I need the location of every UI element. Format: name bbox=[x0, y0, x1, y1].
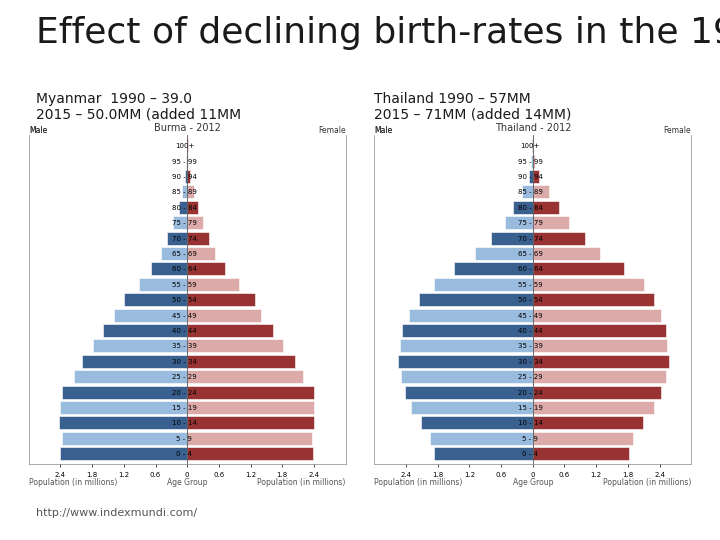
Bar bbox=[528, 170, 533, 183]
Text: Male: Male bbox=[374, 126, 392, 135]
Bar bbox=[167, 232, 187, 245]
Bar bbox=[533, 247, 600, 260]
Bar bbox=[187, 232, 210, 245]
Bar bbox=[187, 386, 314, 399]
Bar bbox=[187, 201, 198, 214]
Bar bbox=[513, 201, 533, 214]
Title: Thailand - 2012: Thailand - 2012 bbox=[495, 123, 571, 133]
Bar bbox=[60, 447, 187, 460]
Text: Age Group: Age Group bbox=[167, 478, 207, 487]
Bar bbox=[151, 262, 187, 275]
Bar bbox=[139, 278, 187, 291]
Bar bbox=[187, 185, 194, 199]
Bar bbox=[533, 308, 660, 322]
Bar bbox=[533, 370, 666, 383]
Bar bbox=[187, 170, 190, 183]
Bar bbox=[433, 278, 533, 291]
Bar bbox=[187, 154, 188, 168]
Bar bbox=[60, 401, 187, 414]
Bar bbox=[187, 278, 239, 291]
Bar bbox=[400, 339, 533, 353]
Bar bbox=[187, 355, 295, 368]
Text: Population (in millions): Population (in millions) bbox=[374, 478, 463, 487]
Text: Female: Female bbox=[318, 126, 346, 135]
Bar bbox=[505, 216, 533, 229]
Bar bbox=[187, 293, 255, 306]
Text: Female: Female bbox=[664, 126, 691, 135]
Bar bbox=[533, 324, 666, 337]
Bar bbox=[60, 416, 187, 429]
Bar bbox=[187, 370, 303, 383]
Text: Myanmar  1990 – 39.0
2015 – 50.0MM (added 11MM: Myanmar 1990 – 39.0 2015 – 50.0MM (added… bbox=[36, 92, 241, 122]
Bar bbox=[533, 232, 585, 245]
Bar bbox=[533, 278, 644, 291]
Text: Population (in millions): Population (in millions) bbox=[257, 478, 346, 487]
Bar bbox=[409, 308, 533, 322]
Bar bbox=[186, 154, 187, 168]
Bar bbox=[161, 247, 187, 260]
Bar bbox=[405, 386, 533, 399]
Bar bbox=[187, 447, 313, 460]
Bar bbox=[522, 185, 533, 199]
Bar bbox=[402, 324, 533, 337]
Text: Effect of declining birth-rates in the 1990s: Effect of declining birth-rates in the 1… bbox=[36, 16, 720, 50]
Bar bbox=[533, 355, 669, 368]
Bar bbox=[474, 247, 533, 260]
Bar bbox=[533, 447, 629, 460]
Bar bbox=[531, 154, 533, 168]
Bar bbox=[411, 401, 533, 414]
Bar bbox=[533, 262, 624, 275]
Bar bbox=[398, 355, 533, 368]
Bar bbox=[187, 262, 225, 275]
Bar bbox=[533, 401, 654, 414]
Text: Male: Male bbox=[29, 126, 47, 135]
Bar bbox=[430, 431, 533, 445]
Bar bbox=[533, 339, 667, 353]
Bar bbox=[187, 416, 314, 429]
Bar bbox=[81, 355, 187, 368]
Bar bbox=[533, 216, 569, 229]
Bar bbox=[182, 185, 187, 199]
Text: Age Group: Age Group bbox=[513, 478, 553, 487]
Bar bbox=[187, 308, 261, 322]
Text: Male: Male bbox=[374, 126, 392, 135]
Bar bbox=[174, 216, 187, 229]
Title: Burma - 2012: Burma - 2012 bbox=[154, 123, 220, 133]
Bar bbox=[187, 324, 273, 337]
Bar bbox=[433, 447, 533, 460]
Bar bbox=[187, 339, 283, 353]
Bar bbox=[73, 370, 187, 383]
Bar bbox=[421, 416, 533, 429]
Bar bbox=[533, 154, 535, 168]
Bar bbox=[533, 170, 539, 183]
Bar bbox=[61, 431, 187, 445]
Bar bbox=[187, 216, 203, 229]
Bar bbox=[419, 293, 533, 306]
Bar bbox=[124, 293, 187, 306]
Bar bbox=[401, 370, 533, 383]
Bar bbox=[533, 293, 654, 306]
Bar bbox=[187, 247, 215, 260]
Bar bbox=[103, 324, 187, 337]
Bar bbox=[490, 232, 533, 245]
Text: Population (in millions): Population (in millions) bbox=[603, 478, 691, 487]
Bar bbox=[93, 339, 187, 353]
Text: http://www.indexmundi.com/: http://www.indexmundi.com/ bbox=[36, 508, 197, 518]
Bar bbox=[179, 201, 187, 214]
Text: Population (in millions): Population (in millions) bbox=[29, 478, 117, 487]
Bar bbox=[114, 308, 187, 322]
Bar bbox=[533, 416, 643, 429]
Bar bbox=[533, 386, 660, 399]
Bar bbox=[533, 431, 633, 445]
Bar bbox=[187, 431, 312, 445]
Text: Male: Male bbox=[29, 126, 47, 135]
Bar bbox=[187, 401, 314, 414]
Text: Thailand 1990 – 57MM
2015 – 71MM (added 14MM): Thailand 1990 – 57MM 2015 – 71MM (added … bbox=[374, 92, 572, 122]
Bar bbox=[185, 170, 187, 183]
Bar bbox=[61, 386, 187, 399]
Bar bbox=[454, 262, 533, 275]
Bar bbox=[533, 201, 559, 214]
Bar bbox=[533, 185, 549, 199]
